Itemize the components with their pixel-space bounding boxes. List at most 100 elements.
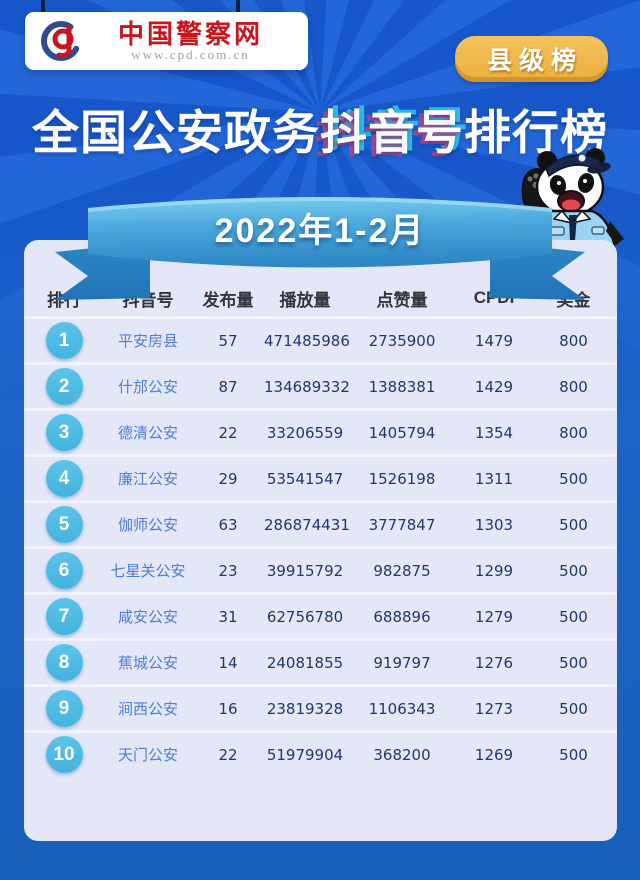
table-row: 7 咸安公安 31 62756780 688896 1279 500 (24, 595, 617, 641)
sign-hanger-line (41, 0, 45, 16)
prize-amount: 500 (559, 699, 588, 718)
cpdi-score: 1311 (474, 469, 514, 488)
plays-count: 286874431 (264, 515, 350, 534)
table-row: 1 平安房县 57 471485986 2735900 1479 800 (24, 319, 617, 365)
table-body: 1 平安房县 57 471485986 2735900 1479 800 2 什… (24, 319, 617, 776)
likes-count: 368200 (373, 745, 431, 764)
prize-amount: 800 (559, 331, 588, 350)
posts-count: 31 (218, 607, 238, 626)
header-cell-cpdi: CPDI (473, 288, 515, 307)
ranking-panel (24, 240, 617, 841)
title-douyin-glitch: 抖音号 (315, 91, 469, 166)
prize-amount: 500 (559, 745, 588, 764)
plays-count: 24081855 (266, 653, 344, 672)
plays-count: 62756780 (266, 607, 344, 626)
account-name: 德清公安 (117, 425, 178, 442)
plays-count: 134689332 (264, 377, 350, 396)
table-row: 3 德清公安 22 33206559 1405794 1354 800 (24, 411, 617, 457)
rank-badge: 3 (45, 414, 83, 451)
cpdi-score: 1279 (474, 607, 514, 626)
prize-amount: 500 (559, 561, 588, 580)
likes-count: 1405794 (368, 423, 436, 442)
site-url: www.cpd.com.cn (131, 46, 250, 62)
plays-count: 39915792 (266, 561, 344, 580)
likes-count: 1526198 (368, 469, 436, 488)
posts-count: 16 (218, 699, 238, 718)
table-row: 8 蕉城公安 14 24081855 919797 1276 500 (24, 641, 617, 687)
prize-amount: 800 (559, 377, 588, 396)
cpd-logo-icon (41, 21, 81, 61)
prize-amount: 500 (559, 607, 588, 626)
likes-count: 1106343 (368, 699, 436, 718)
cpdi-score: 1273 (474, 699, 514, 718)
likes-count: 688896 (373, 607, 431, 626)
prize-amount: 500 (559, 653, 588, 672)
account-name: 廉江公安 (117, 471, 178, 488)
sign-hanger-line (236, 0, 240, 16)
cpdi-score: 1299 (474, 561, 514, 580)
posts-count: 14 (218, 653, 238, 672)
header-cell-plays: 播放量 (279, 290, 331, 310)
site-name: 中国警察网 (117, 19, 263, 49)
rank-badge: 1 (45, 322, 83, 359)
ranking-table: 排行 抖音号 发布量 播放量 点赞量 CPDI 奖金 1 平安房县 57 471… (24, 240, 617, 776)
cpdi-score: 1303 (474, 515, 514, 534)
account-name: 伽师公安 (117, 517, 178, 534)
header-cell-account: 抖音号 (122, 290, 174, 310)
posts-count: 23 (218, 561, 238, 580)
account-name: 什邡公安 (117, 379, 178, 396)
account-name: 七星关公安 (110, 563, 186, 580)
prize-amount: 800 (559, 423, 588, 442)
ribbon-period-label: 2022年1-2月 (214, 212, 426, 250)
prize-amount: 500 (559, 515, 588, 534)
posts-count: 57 (218, 331, 238, 350)
plays-count: 23819328 (266, 699, 344, 718)
table-row: 10 天门公安 22 51979904 368200 1269 500 (24, 733, 617, 776)
table-row: 2 什邡公安 87 134689332 1388381 1429 800 (24, 365, 617, 411)
cpdi-score: 1269 (474, 745, 514, 764)
table-row: 9 涧西公安 16 23819328 1106343 1273 500 (24, 687, 617, 733)
posts-count: 22 (218, 745, 238, 764)
account-name: 平安房县 (117, 333, 178, 350)
plays-count: 33206559 (266, 423, 344, 442)
header-cell-likes: 点赞量 (376, 290, 428, 310)
prize-amount: 500 (559, 469, 588, 488)
likes-count: 919797 (373, 653, 431, 672)
likes-count: 3777847 (368, 515, 436, 534)
level-badge: 县级榜 (454, 36, 608, 82)
cpdi-score: 1429 (474, 377, 514, 396)
table-row: 5 伽师公安 63 286874431 3777847 1303 500 (24, 503, 617, 549)
likes-count: 982875 (373, 561, 431, 580)
plays-count: 51979904 (266, 745, 344, 764)
table-row: 4 廉江公安 29 53541547 1526198 1311 500 (24, 457, 617, 503)
rank-badge: 9 (45, 690, 83, 727)
rank-badge: 5 (45, 506, 83, 543)
title-suffix: 排行榜 (464, 106, 608, 159)
table-header: 排行 抖音号 发布量 播放量 点赞量 CPDI 奖金 (24, 280, 617, 319)
posts-count: 22 (218, 423, 238, 442)
posts-count: 29 (218, 469, 238, 488)
account-name: 天门公安 (117, 747, 178, 764)
rank-badge: 10 (45, 736, 83, 773)
likes-count: 1388381 (368, 377, 436, 396)
account-name: 蕉城公安 (117, 655, 178, 672)
table-row: 6 七星关公安 23 39915792 982875 1299 500 (24, 549, 617, 595)
cpdi-score: 1276 (474, 653, 514, 672)
plays-count: 53541547 (266, 469, 344, 488)
cpd-logo-sign: 中国警察网 www.cpd.com.cn (25, 12, 308, 70)
cpdi-score: 1354 (474, 423, 514, 442)
likes-count: 2735900 (368, 331, 436, 350)
posts-count: 63 (218, 515, 238, 534)
posts-count: 87 (218, 377, 238, 396)
rank-badge: 8 (45, 644, 83, 681)
title-prefix: 全国公安政务 (32, 106, 320, 159)
account-name: 涧西公安 (117, 701, 178, 718)
account-name: 咸安公安 (117, 609, 178, 626)
header-cell-posts: 发布量 (202, 290, 254, 310)
rank-badge: 7 (45, 598, 83, 635)
header-cell-prize: 奖金 (556, 290, 591, 310)
plays-count: 471485986 (264, 331, 350, 350)
rank-badge: 6 (45, 552, 83, 589)
site-identity: 中国警察网 www.cpd.com.cn (83, 19, 298, 62)
cpdi-score: 1479 (474, 331, 514, 350)
